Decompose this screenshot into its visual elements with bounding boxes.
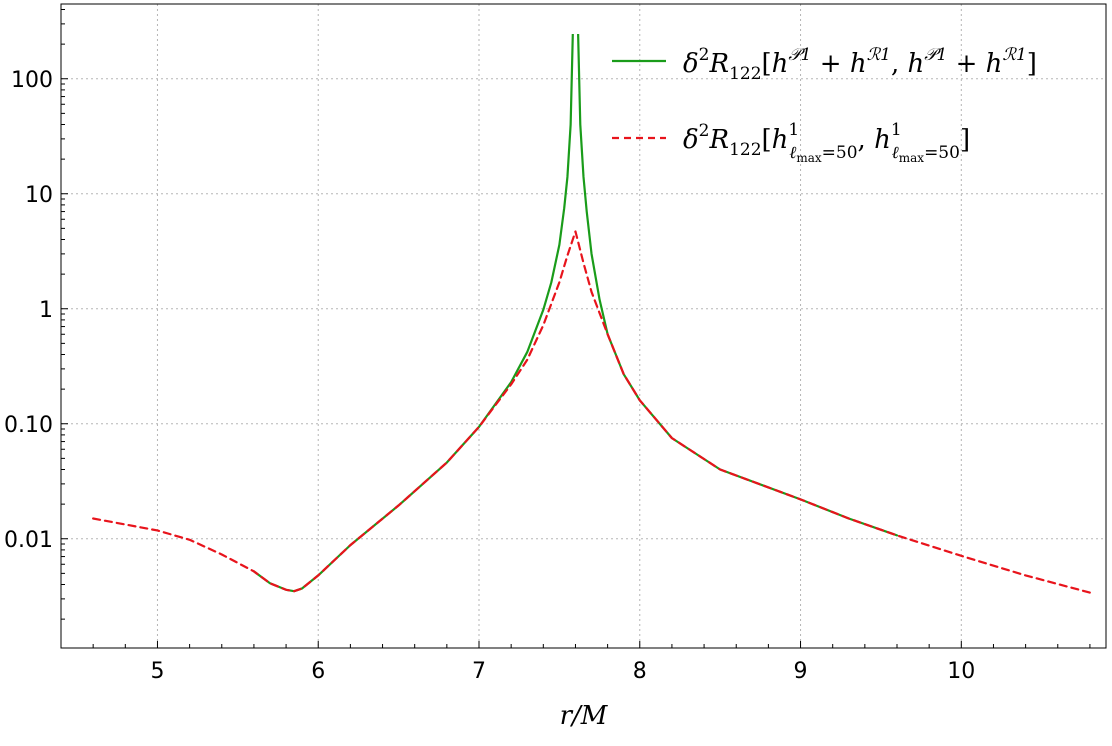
x-tick-label: 6 xyxy=(311,659,325,684)
y-tick-label: 10 xyxy=(25,183,53,208)
axis-ticks: 5 6 7 8 9 10 0.01 0.10 1 10 100 xyxy=(4,9,1091,684)
x-tick-label: 8 xyxy=(633,659,647,684)
grid-lines xyxy=(61,4,1106,648)
y-tick-label: 0.10 xyxy=(4,413,53,438)
y-tick-label: 1 xyxy=(39,298,53,323)
plot-frame xyxy=(60,3,1107,649)
legend-label-green: δ2R122[h𝒫1 + hℛ1, h𝒫1 + hℛ1] xyxy=(683,45,1037,84)
x-tick-label: 10 xyxy=(947,659,975,684)
series-line-red xyxy=(92,230,1092,594)
legend: δ2R122[h𝒫1 + hℛ1, h𝒫1 + hℛ1] δ2R122[h1 ℓm… xyxy=(612,45,1037,165)
y-tick-label: 0.01 xyxy=(4,528,53,553)
series-lines xyxy=(92,34,1092,594)
x-tick-label: 7 xyxy=(472,659,486,684)
x-tick-label: 9 xyxy=(794,659,808,684)
x-axis-title: r/M xyxy=(560,701,609,731)
legend-label-red: δ2R122[h1 ℓmax=50, h1 ℓmax=50] xyxy=(683,120,970,165)
x-tick-label: 5 xyxy=(150,659,164,684)
y-tick-label: 100 xyxy=(11,68,53,93)
